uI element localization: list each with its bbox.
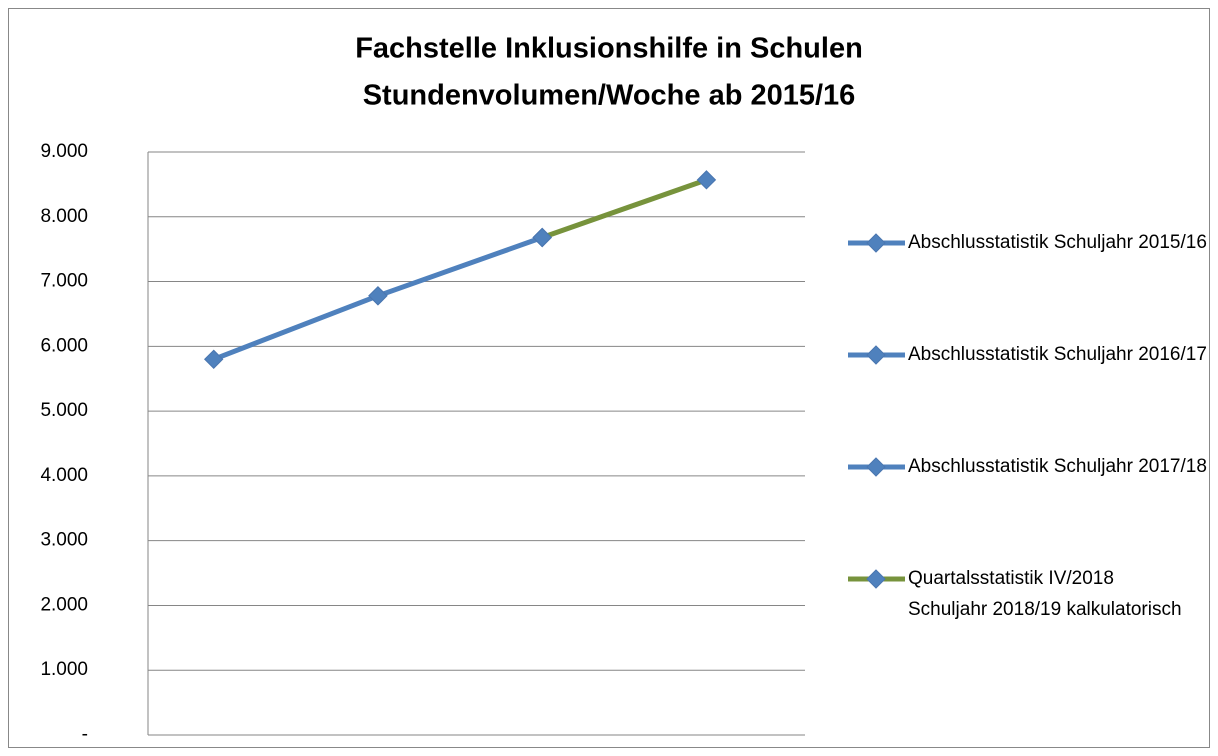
legend-marker <box>866 457 886 477</box>
y-tick-label: 4.000 <box>40 465 88 486</box>
y-tick-label: 2.000 <box>40 594 88 615</box>
y-tick-label: 3.000 <box>40 530 88 551</box>
chart-title: Fachstelle Inklusionshilfe in Schulen <box>355 33 863 65</box>
chart-border <box>8 8 1210 748</box>
legend-marker <box>866 569 886 589</box>
chart-subtitle: Stundenvolumen/Woche ab 2015/16 <box>363 80 856 112</box>
data-point <box>532 227 552 248</box>
legend-label: Abschlusstatistik Schuljahr 2016/17 <box>908 344 1207 365</box>
data-point <box>203 349 224 369</box>
y-tick-label: 8.000 <box>40 206 88 227</box>
series-line <box>541 177 708 240</box>
data-point <box>696 170 717 190</box>
legend-marker <box>866 345 886 365</box>
data-point <box>368 286 388 306</box>
y-tick-label: 9.000 <box>40 141 88 162</box>
y-tick-label: - <box>82 724 88 745</box>
legend-label: Abschlusstatistik Schuljahr 2015/16 <box>908 232 1207 253</box>
series-line <box>377 235 544 299</box>
y-tick-label: 1.000 <box>40 659 88 680</box>
y-tick-label: 6.000 <box>40 335 88 356</box>
legend-label: Quartalsstatistik IV/2018 Schuljahr 2018… <box>908 568 1182 620</box>
y-tick-label: 5.000 <box>40 400 88 421</box>
y-tick-label: 7.000 <box>40 271 88 292</box>
legend-label: Abschlusstatistik Schuljahr 2017/18 <box>908 456 1207 477</box>
series-line <box>212 293 379 362</box>
legend-marker <box>866 233 886 253</box>
